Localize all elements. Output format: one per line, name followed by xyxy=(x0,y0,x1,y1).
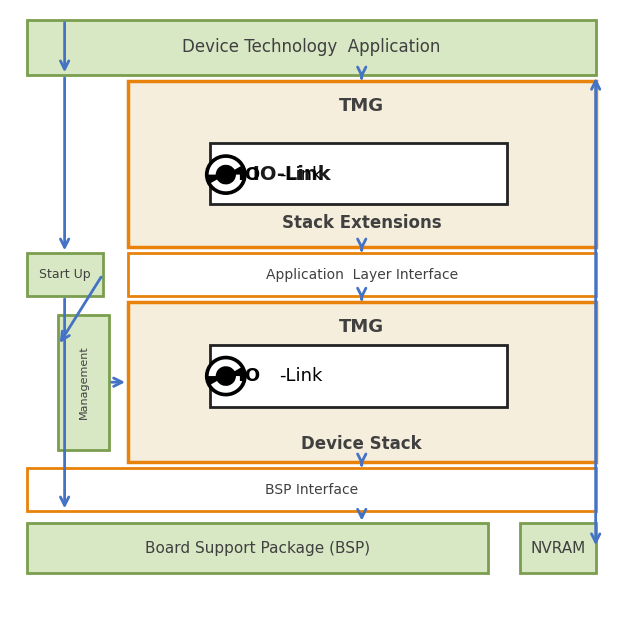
FancyBboxPatch shape xyxy=(520,523,596,573)
FancyBboxPatch shape xyxy=(27,523,488,573)
Circle shape xyxy=(206,155,246,194)
FancyBboxPatch shape xyxy=(27,253,102,296)
Text: Board Support Package (BSP): Board Support Package (BSP) xyxy=(145,540,370,555)
Text: -Link: -Link xyxy=(279,367,323,385)
Text: Device Stack: Device Stack xyxy=(302,434,422,453)
Text: Stack Extensions: Stack Extensions xyxy=(282,213,441,231)
Text: TMG: TMG xyxy=(339,97,384,115)
Wedge shape xyxy=(211,175,243,191)
Wedge shape xyxy=(211,376,243,393)
Circle shape xyxy=(206,357,246,395)
FancyBboxPatch shape xyxy=(210,346,507,407)
Text: ⬡ IO-Link: ⬡ IO-Link xyxy=(229,164,330,183)
Text: TMG: TMG xyxy=(339,318,384,336)
Text: Application  Layer Interface: Application Layer Interface xyxy=(265,268,458,282)
Wedge shape xyxy=(209,359,241,376)
FancyBboxPatch shape xyxy=(27,468,596,511)
FancyBboxPatch shape xyxy=(27,20,596,75)
Wedge shape xyxy=(209,158,241,175)
FancyBboxPatch shape xyxy=(128,302,596,462)
Text: Start Up: Start Up xyxy=(39,268,90,281)
FancyBboxPatch shape xyxy=(210,143,507,204)
Text: -Link: -Link xyxy=(279,165,323,184)
FancyBboxPatch shape xyxy=(128,253,596,296)
Text: Management: Management xyxy=(79,346,88,419)
Text: NVRAM: NVRAM xyxy=(530,540,585,555)
Text: IO: IO xyxy=(232,165,260,184)
FancyBboxPatch shape xyxy=(128,81,596,247)
Text: BSP Interface: BSP Interface xyxy=(265,482,358,497)
Text: Device Technology  Application: Device Technology Application xyxy=(182,38,440,57)
Text: IO: IO xyxy=(232,367,260,385)
FancyBboxPatch shape xyxy=(58,315,109,450)
